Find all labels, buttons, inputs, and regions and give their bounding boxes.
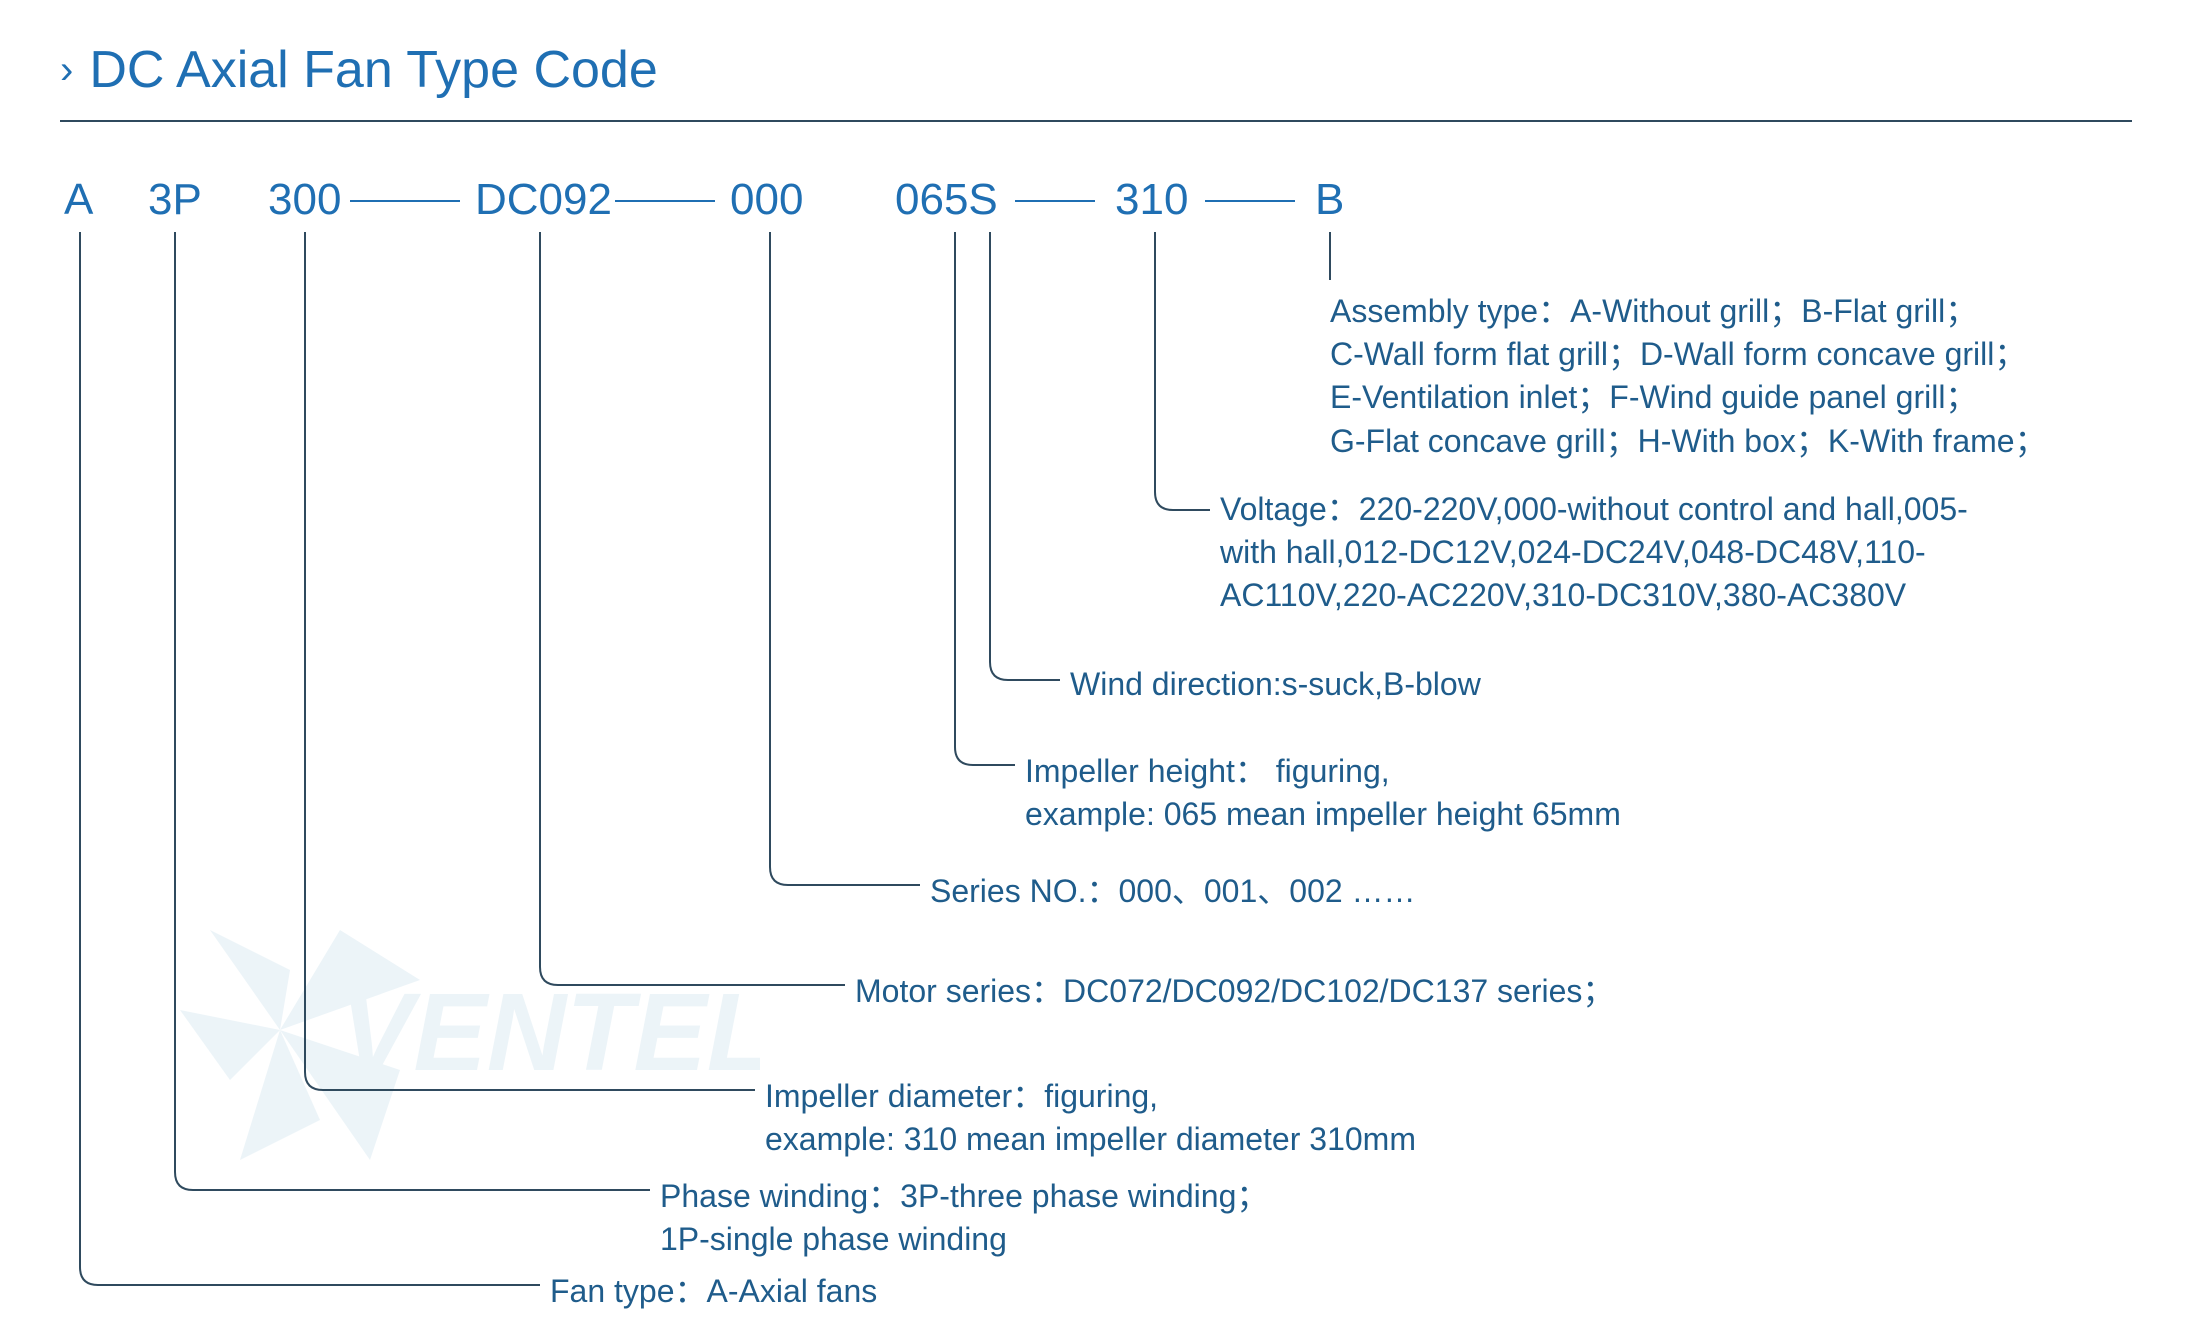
desc-fan-type: Fan type：A-Axial fans: [550, 1270, 877, 1313]
desc-assembly: Assembly type：A-Without grill；B-Flat gri…: [1330, 290, 2047, 463]
desc-impeller-height: Impeller height： figuring, example: 065 …: [1025, 750, 1621, 836]
desc-impeller-diameter: Impeller diameter：figuring, example: 310…: [765, 1075, 1416, 1161]
desc-phase-winding: Phase winding：3P-three phase winding； 1P…: [660, 1175, 1268, 1261]
code-seg-A: A: [64, 175, 93, 225]
code-seg-310: 310: [1115, 175, 1188, 225]
desc-voltage: Voltage：220-220V,000-without control and…: [1220, 488, 1968, 618]
code-seg-300: 300: [268, 175, 341, 225]
desc-wind-direction: Wind direction:s-suck,B-blow: [1070, 663, 1481, 706]
watermark: VENTEL: [140, 870, 760, 1205]
code-dash: [350, 200, 460, 202]
page: VENTEL › DC Axial Fan Type Code A 3P 300…: [0, 0, 2192, 1318]
code-seg-065S: 065S: [895, 175, 998, 225]
desc-motor-series: Motor series：DC072/DC092/DC102/DC137 ser…: [855, 970, 1614, 1013]
code-seg-DC092: DC092: [475, 175, 612, 225]
code-dash: [1205, 200, 1295, 202]
chevron-right-icon: ›: [60, 50, 73, 90]
watermark-text: VENTEL: [340, 971, 760, 1094]
desc-series-no: Series NO.：000、001、002 ……: [930, 870, 1416, 913]
code-seg-000: 000: [730, 175, 803, 225]
page-title: › DC Axial Fan Type Code: [60, 40, 658, 100]
code-dash: [615, 200, 715, 202]
code-seg-B: B: [1315, 175, 1344, 225]
title-rule: [60, 120, 2132, 122]
code-dash: [1015, 200, 1095, 202]
code-seg-3P: 3P: [148, 175, 202, 225]
page-title-text: DC Axial Fan Type Code: [89, 40, 657, 100]
